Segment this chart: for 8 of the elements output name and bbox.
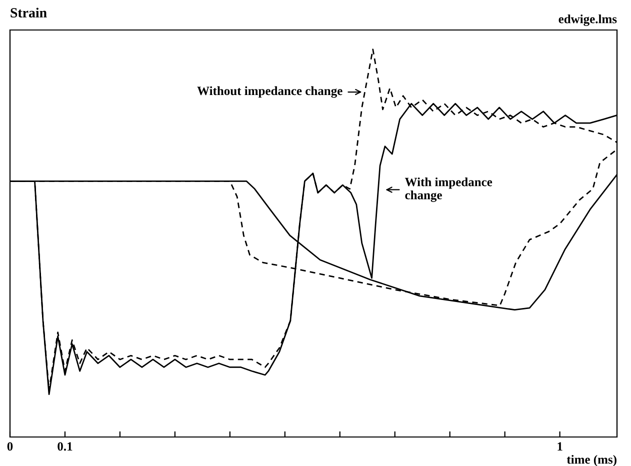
annotation: Without impedance change xyxy=(197,86,342,98)
y-axis-title: Strain xyxy=(10,8,47,18)
x-tick-label: 1 xyxy=(558,442,562,451)
x-tick-label: 0 xyxy=(7,442,13,451)
x-tick-label: 0.1 xyxy=(58,442,72,451)
text: edwige.lms xyxy=(558,14,617,26)
x-axis-title: time (ms) xyxy=(566,454,616,466)
annotation: With impedance change xyxy=(404,177,492,202)
